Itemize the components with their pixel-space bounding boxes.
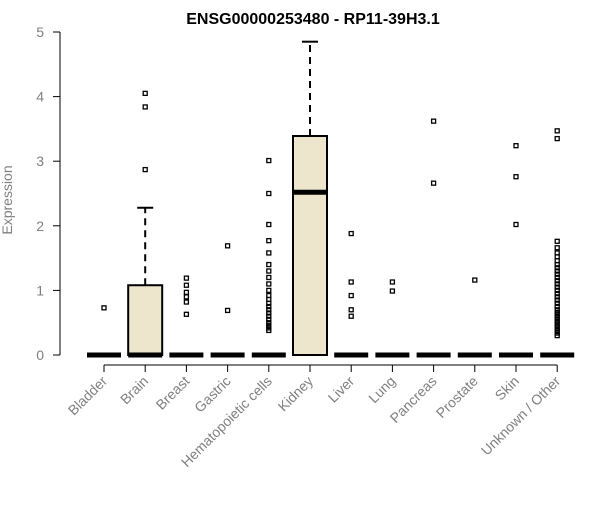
outlier-point [266,157,272,164]
outlier-point [554,274,560,281]
y-tick-label: 4 [36,89,44,105]
box-group [457,277,492,358]
outlier-point [266,268,272,274]
outlier-point [183,275,190,281]
outlier-point [554,297,560,303]
outlier-point [142,90,148,97]
outlier-point [183,289,190,295]
outlier-point [266,303,272,310]
outlier-point [554,271,560,277]
outlier-point [142,166,148,173]
box-group [87,305,121,358]
box-group [540,128,575,358]
outlier-point [430,180,437,186]
outlier-point [348,230,354,237]
box-body [292,135,328,356]
x-tick-label: Liver [325,373,358,406]
box-group [375,279,410,358]
y-axis-label: Expression [0,165,15,234]
outlier-point [513,174,519,180]
outlier-point [554,238,560,244]
outlier-point [266,250,272,256]
outlier-point [266,316,272,323]
outlier-point [554,300,560,306]
outlier-point [554,250,560,256]
outlier-point [513,143,519,149]
box-group [292,40,328,356]
outlier-point [554,128,560,134]
outlier-point [554,245,560,251]
outlier-point [389,279,396,285]
outlier-point [554,278,560,284]
x-tick-label: Brain [117,373,151,407]
outlier-point [554,135,560,142]
outlier-point [554,268,560,274]
x-tick-label: Skin [492,373,523,404]
box-group [169,275,204,358]
y-tick-label: 0 [36,347,44,363]
outlier-point [348,292,354,299]
outlier-point [554,290,560,297]
outlier-point [266,287,272,294]
box-group [334,230,369,358]
outlier-point [266,310,272,316]
box-body [127,284,164,356]
outlier-point [266,274,272,281]
outlier-point [430,118,437,124]
outlier-point [266,313,272,319]
box-group [210,243,245,358]
outlier-point [554,281,560,287]
y-tick-label: 2 [36,218,44,234]
outlier-point [554,294,560,300]
outlier-point [224,307,231,314]
outlier-point [266,320,272,326]
outlier-point [266,261,272,268]
outlier-point [266,281,272,287]
outlier-point [554,265,560,271]
outlier-point [266,292,272,299]
y-tick-label: 3 [36,153,44,169]
outlier-point [389,288,396,294]
y-tick-label: 5 [36,24,44,40]
outlier-point [348,313,354,319]
outlier-point [266,221,272,228]
box-group [416,118,451,358]
x-tick-label: Kidney [275,373,317,415]
outlier-point [183,282,190,288]
outlier-point [266,238,272,244]
outlier-point [142,104,148,110]
x-tick-label: Bladder [65,373,111,419]
outlier-point [554,307,560,313]
box-group [499,143,533,358]
chart-title: ENSG00000253480 - RP11-39H3.1 [186,11,440,28]
outlier-point [348,307,354,313]
outlier-point [554,303,560,310]
x-tick-label: Lung [365,373,398,406]
outlier-point [183,311,190,317]
x-tick-label: Prostate [433,373,481,421]
box-group [251,157,286,358]
boxes-group [87,40,575,358]
outlier-point [266,190,272,197]
outlier-point [348,279,354,285]
outlier-point [554,287,560,294]
y-tick-label: 1 [36,282,44,298]
outlier-point [101,305,107,311]
outlier-point [472,277,478,283]
outlier-point [224,243,231,249]
outlier-point [513,221,519,228]
x-tick-label: Breast [153,373,193,413]
outlier-point [183,299,190,305]
outlier-point [183,294,190,300]
box-group [127,90,164,358]
outlier-point [554,284,560,290]
outlier-point [266,307,272,313]
